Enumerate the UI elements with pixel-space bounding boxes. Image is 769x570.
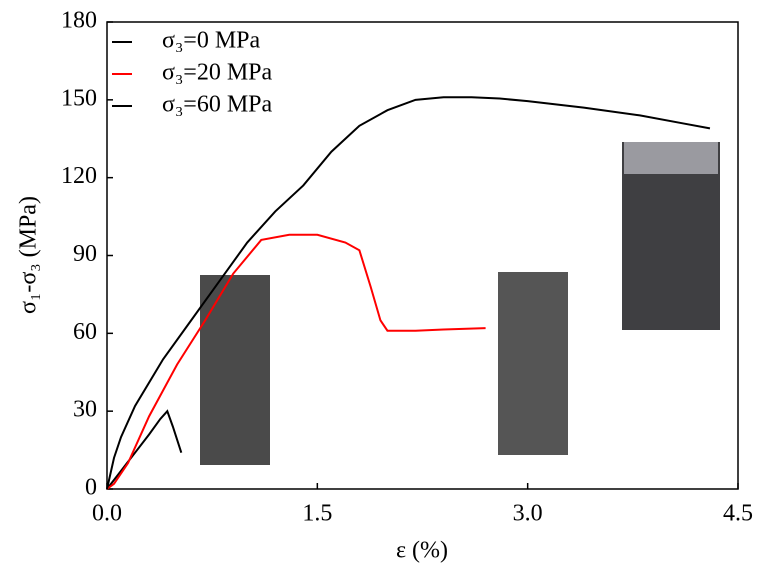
legend-label: σ₃=0 MPa (162, 28, 261, 54)
x-axis-label: ε (%) (396, 538, 448, 564)
specimen-photo (498, 272, 568, 455)
specimen-top (624, 142, 718, 174)
y-tick-label: 90 (73, 241, 97, 267)
y-tick-label: 120 (61, 163, 97, 189)
x-tick-label: 4.5 (723, 501, 753, 527)
x-tick-label: 1.5 (302, 501, 332, 527)
legend-label: σ₃=60 MPa (162, 92, 273, 118)
y-tick-label: 0 (85, 475, 97, 501)
series-line (106, 233, 486, 490)
legend-label: σ₃=20 MPa (162, 60, 273, 86)
y-tick-label: 180 (61, 8, 97, 34)
y-tick-label: 150 (61, 85, 97, 111)
x-tick-label: 3.0 (513, 501, 543, 527)
y-tick-label: 30 (73, 397, 97, 423)
specimen-photo (200, 275, 270, 465)
series-line (106, 409, 183, 490)
x-tick-label: 0.0 (92, 501, 122, 527)
y-axis-label: σ₁-σ₃ (MPa) (16, 196, 42, 314)
series-line (106, 96, 711, 490)
y-tick-label: 60 (73, 319, 97, 345)
